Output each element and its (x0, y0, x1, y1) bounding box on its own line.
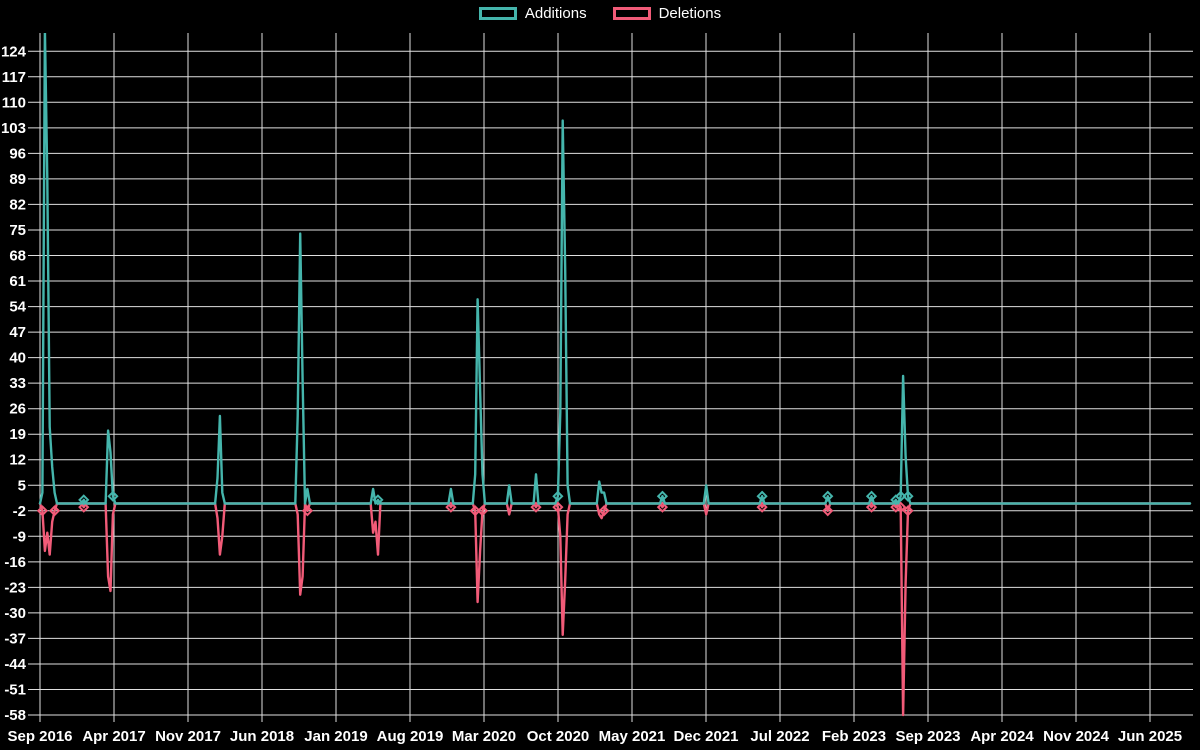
x-tick-label: Aug 2019 (377, 728, 444, 745)
x-tick-label: Nov 2017 (155, 728, 221, 745)
y-tick-label: 47 (9, 324, 26, 341)
additions-point-marker (865, 490, 878, 502)
x-tick-label: Jun 2018 (230, 728, 294, 745)
y-tick-label: 68 (9, 248, 26, 265)
deletions-point-marker (469, 505, 481, 517)
x-tick-label: Dec 2021 (673, 728, 738, 745)
deletions-point-marker (301, 505, 314, 517)
y-tick-label: 82 (9, 196, 26, 213)
y-tick-label: 40 (9, 350, 26, 367)
additions-point-marker (895, 490, 907, 502)
y-tick-label: -16 (4, 554, 26, 571)
x-tick-label: Jun 2025 (1118, 728, 1182, 745)
x-tick-label: Jul 2022 (750, 728, 809, 745)
y-tick-label: -44 (4, 656, 26, 673)
x-axis-tick-labels: Sep 2016 Apr 2017 Nov 2017 Jun 2018 Jan 2019… (7, 728, 1182, 745)
additions-point-marker (656, 490, 669, 502)
x-tick-label: Sep 2016 (7, 728, 72, 745)
y-tick-label: -9 (13, 528, 26, 545)
deletions-point-marker (476, 505, 489, 517)
y-tick-label: -58 (4, 707, 26, 724)
x-tick-label: Nov 2024 (1043, 728, 1110, 745)
x-tick-label: Feb 2023 (822, 728, 886, 745)
deletions-point-marker (598, 505, 610, 517)
deletions-point-marker (822, 505, 834, 517)
gridlines-group (28, 33, 1193, 722)
additions-point-marker (78, 494, 90, 506)
y-tick-label: 117 (2, 69, 26, 86)
deletions-point-marker (48, 505, 61, 517)
y-tick-label: 110 (2, 94, 26, 111)
y-tick-label: 19 (9, 426, 26, 443)
additions-point-marker (372, 494, 384, 506)
deletions-point-marker (865, 501, 878, 513)
x-tick-label: Mar 2020 (452, 728, 516, 745)
x-tick-label: Sep 2023 (895, 728, 960, 745)
additions-series-group (38, 33, 1192, 506)
deletions-point-marker (36, 505, 49, 517)
x-tick-label: Apr 2017 (82, 728, 145, 745)
y-tick-label: 26 (9, 401, 26, 418)
deletions-point-marker (756, 501, 768, 513)
legend-item-deletions[interactable]: Deletions (612, 5, 722, 22)
additions-point-marker (107, 490, 119, 502)
deletions-point-marker (895, 501, 907, 513)
y-tick-label: 89 (9, 171, 26, 188)
additions-point-marker (822, 490, 834, 502)
y-tick-label: 124 (1, 43, 27, 60)
y-tick-label: -30 (4, 605, 26, 622)
additions-point-marker (552, 490, 564, 502)
y-tick-label: 54 (9, 299, 26, 316)
deletions-legend-label: Deletions (658, 5, 722, 22)
additions-legend-swatch (478, 7, 517, 20)
chart-legend: Additions Deletions (0, 5, 1200, 22)
legend-item-additions[interactable]: Additions (478, 5, 587, 22)
y-tick-label: 75 (9, 222, 26, 239)
y-tick-label: -23 (4, 579, 26, 596)
y-tick-label: 96 (9, 145, 26, 162)
additions-line (38, 33, 1192, 505)
y-tick-label: -51 (4, 682, 26, 699)
deletions-legend-swatch (612, 7, 651, 20)
additions-point-marker (902, 490, 914, 502)
y-tick-label: 103 (1, 120, 26, 137)
deletions-point-marker (78, 501, 90, 513)
y-axis-tick-labels: -58 -51 -44 -37 -30 -23 -16 -9 -2 5 12 19 26 33 40 47 54… (1, 43, 27, 724)
x-tick-label: May 2021 (599, 728, 666, 745)
x-tick-label: Oct 2020 (527, 728, 590, 745)
y-tick-label: -37 (4, 630, 26, 647)
deletions-point-marker (530, 501, 542, 513)
y-tick-label: 33 (9, 375, 26, 392)
x-tick-label: Jan 2019 (304, 728, 367, 745)
y-tick-label: 5 (18, 477, 26, 494)
additions-point-marker (756, 490, 768, 502)
x-tick-label: Apr 2024 (970, 728, 1034, 745)
deletions-point-marker (656, 501, 669, 513)
additions-legend-label: Additions (524, 5, 587, 22)
y-tick-label: 12 (9, 452, 26, 469)
deletions-point-marker (902, 505, 914, 517)
y-tick-label: -2 (13, 503, 26, 520)
deletions-point-marker (552, 501, 564, 513)
y-tick-label: 61 (9, 273, 26, 290)
deletions-point-marker (445, 501, 457, 513)
